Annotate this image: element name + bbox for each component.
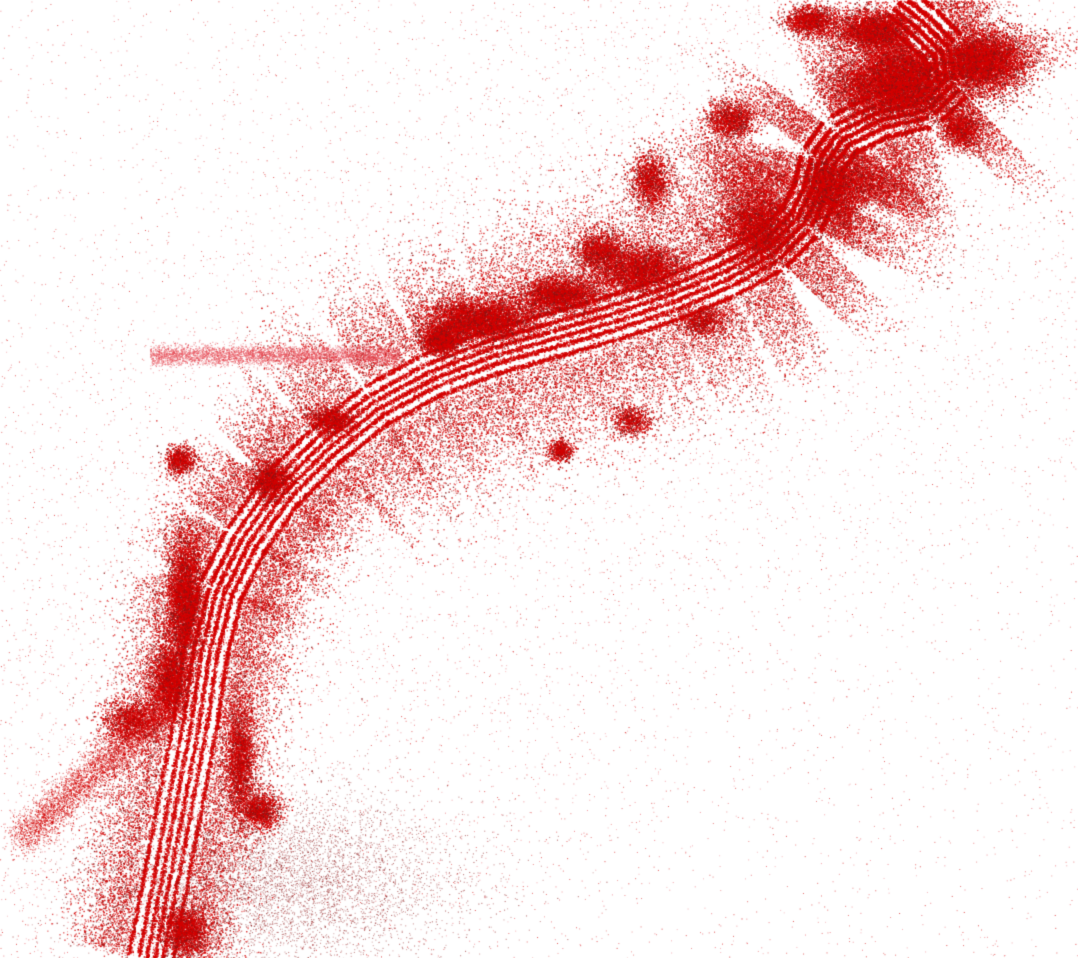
lidar-point-cloud-render[interactable] <box>0 0 1078 958</box>
point-cloud-viewport[interactable] <box>0 0 1078 958</box>
